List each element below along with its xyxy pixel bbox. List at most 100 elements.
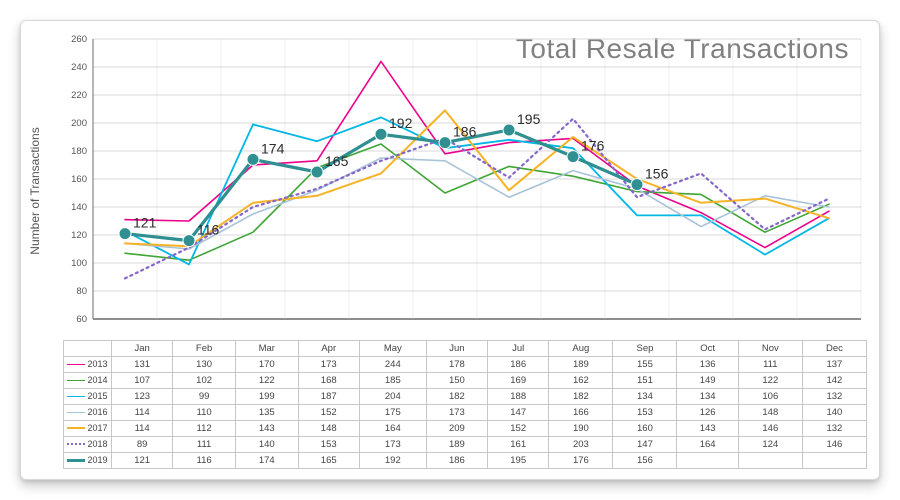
table-col-header: Feb — [173, 341, 236, 357]
table-cell: 173 — [426, 405, 487, 421]
table-cell: 165 — [298, 453, 359, 469]
svg-text:200: 200 — [71, 118, 87, 129]
table-cell: 199 — [235, 389, 298, 405]
table-cell: 156 — [613, 453, 677, 469]
table-col-header: Sep — [613, 341, 677, 357]
svg-text:120: 120 — [71, 230, 87, 241]
table-row: 201889111140153173189161203147164124146 — [64, 437, 867, 453]
table-cell: 146 — [738, 421, 802, 437]
table-cell: 110 — [173, 405, 236, 421]
data-table-wrap: JanFebMarAprMayJunJulAugSepOctNovDec2013… — [63, 340, 867, 469]
table-cell: 126 — [677, 405, 738, 421]
svg-text:192: 192 — [389, 115, 413, 131]
legend-cell: 2015 — [64, 389, 112, 405]
table-cell: 143 — [677, 421, 738, 437]
table-cell: 192 — [359, 453, 426, 469]
table-cell: 107 — [112, 373, 173, 389]
svg-text:160: 160 — [71, 174, 87, 185]
table-cell: 131 — [112, 357, 173, 373]
table-cell: 209 — [426, 421, 487, 437]
table-col-header: Jan — [112, 341, 173, 357]
svg-text:220: 220 — [71, 90, 87, 101]
svg-text:156: 156 — [645, 166, 669, 182]
table-cell: 140 — [802, 405, 866, 421]
table-cell: 170 — [235, 357, 298, 373]
table-cell: 149 — [677, 373, 738, 389]
legend-cell: 2016 — [64, 405, 112, 421]
table-cell: 188 — [488, 389, 549, 405]
table-cell: 116 — [173, 453, 236, 469]
svg-text:121: 121 — [133, 215, 157, 231]
table-cell: 182 — [426, 389, 487, 405]
table-cell: 186 — [488, 357, 549, 373]
table-cell: 148 — [298, 421, 359, 437]
table-row: 2016114110135152175173147166153126148140 — [64, 405, 867, 421]
chart-card: Total Resale Transactions Number of Tran… — [20, 20, 880, 480]
table-col-header: Jun — [426, 341, 487, 357]
table-cell: 186 — [426, 453, 487, 469]
table-cell: 89 — [112, 437, 173, 453]
table-cell: 150 — [426, 373, 487, 389]
table-col-header: May — [359, 341, 426, 357]
table-cell: 153 — [298, 437, 359, 453]
table-cell: 178 — [426, 357, 487, 373]
table-cell: 151 — [613, 373, 677, 389]
table-cell: 102 — [173, 373, 236, 389]
svg-text:260: 260 — [71, 34, 87, 45]
table-cell — [802, 453, 866, 469]
table-cell: 166 — [549, 405, 613, 421]
table-cell: 111 — [738, 357, 802, 373]
svg-text:165: 165 — [325, 153, 349, 169]
svg-text:140: 140 — [71, 202, 87, 213]
table-cell: 190 — [549, 421, 613, 437]
table-row: 2019121116174165192186195176156 — [64, 453, 867, 469]
table-cell: 146 — [802, 437, 866, 453]
table-row: 2014107102122168185150169162151149122142 — [64, 373, 867, 389]
table-cell — [738, 453, 802, 469]
svg-text:186: 186 — [453, 124, 477, 140]
table-cell: 134 — [613, 389, 677, 405]
table-cell: 182 — [549, 389, 613, 405]
table-cell: 132 — [802, 389, 866, 405]
table-cell: 195 — [488, 453, 549, 469]
svg-text:60: 60 — [76, 314, 87, 325]
svg-text:116: 116 — [197, 222, 220, 238]
table-cell: 204 — [359, 389, 426, 405]
table-cell: 135 — [235, 405, 298, 421]
table-cell: 123 — [112, 389, 173, 405]
table-cell: 143 — [235, 421, 298, 437]
table-cell: 203 — [549, 437, 613, 453]
table-col-header: Jul — [488, 341, 549, 357]
table-cell: 164 — [359, 421, 426, 437]
table-cell: 162 — [549, 373, 613, 389]
table-cell: 189 — [426, 437, 487, 453]
table-cell: 124 — [738, 437, 802, 453]
svg-text:174: 174 — [261, 140, 285, 156]
table-cell: 160 — [613, 421, 677, 437]
table-col-header: Mar — [235, 341, 298, 357]
table-cell: 130 — [173, 357, 236, 373]
table-cell: 134 — [677, 389, 738, 405]
table-cell: 147 — [613, 437, 677, 453]
table-col-header: Oct — [677, 341, 738, 357]
table-cell: 106 — [738, 389, 802, 405]
legend-cell: 2013 — [64, 357, 112, 373]
table-cell: 189 — [549, 357, 613, 373]
legend-cell: 2014 — [64, 373, 112, 389]
table-cell: 136 — [677, 357, 738, 373]
table-row: 201512399199187204182188182134134106132 — [64, 389, 867, 405]
chart-area: Number of Transactions 60801001201401601… — [31, 31, 869, 351]
svg-text:80: 80 — [76, 286, 87, 297]
svg-text:195: 195 — [517, 111, 541, 127]
table-col-header: Dec — [802, 341, 866, 357]
table-cell: 173 — [298, 357, 359, 373]
table-cell: 114 — [112, 421, 173, 437]
table-cell: 122 — [738, 373, 802, 389]
table-cell: 111 — [173, 437, 236, 453]
table-cell: 153 — [613, 405, 677, 421]
table-cell: 152 — [488, 421, 549, 437]
table-cell: 147 — [488, 405, 549, 421]
table-cell: 112 — [173, 421, 236, 437]
table-cell: 137 — [802, 357, 866, 373]
data-table: JanFebMarAprMayJunJulAugSepOctNovDec2013… — [63, 340, 867, 469]
